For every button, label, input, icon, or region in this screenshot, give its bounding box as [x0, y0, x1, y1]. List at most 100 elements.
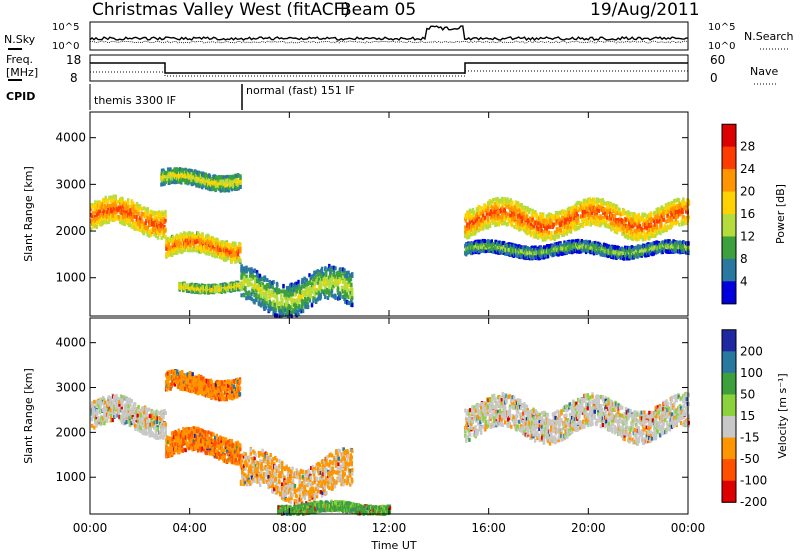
power-cell — [507, 199, 511, 204]
power-cell — [160, 171, 164, 176]
power-cell — [514, 211, 518, 216]
power-cell — [158, 231, 162, 236]
power-cell — [205, 289, 209, 294]
noise-tick-right-low: 10^0 — [708, 41, 735, 52]
freq-tick-low: 8 — [70, 71, 78, 85]
power-cell — [190, 180, 193, 184]
power-cell — [173, 242, 177, 247]
power-cell — [139, 216, 142, 221]
power-cell — [208, 187, 212, 192]
power-cell — [338, 279, 341, 284]
power-cell — [488, 201, 492, 205]
power-cell — [146, 226, 149, 231]
power-cell — [581, 218, 584, 223]
power-cell — [309, 281, 312, 286]
power-cell — [106, 200, 109, 205]
power-cell — [590, 207, 594, 212]
power-cell — [235, 246, 238, 251]
power-cell — [503, 220, 507, 225]
power-cell — [328, 285, 331, 290]
power-cell — [325, 285, 328, 290]
power-cell — [660, 221, 663, 226]
power-cell — [253, 284, 256, 288]
power-cell — [204, 244, 208, 249]
power-cell — [191, 231, 194, 236]
power-cell — [644, 222, 647, 227]
power-cell — [253, 281, 257, 286]
power-cell — [237, 178, 240, 183]
power-cell — [276, 304, 279, 309]
power-cell — [518, 227, 521, 232]
power-cell — [518, 219, 521, 224]
power-cell — [507, 204, 511, 209]
power-cell — [284, 308, 287, 313]
power-cell — [280, 311, 283, 316]
power-cell — [345, 276, 349, 281]
power-cell — [108, 195, 111, 200]
power-cell — [351, 287, 354, 292]
power-cell — [162, 176, 165, 181]
power-cell — [539, 231, 542, 236]
power-cell — [349, 302, 353, 307]
power-cell — [322, 272, 325, 277]
power-cell — [486, 221, 489, 226]
power-cell — [137, 203, 140, 208]
power-cell — [348, 301, 351, 305]
power-cell — [585, 202, 588, 207]
power-cell — [117, 208, 120, 213]
power-cell — [263, 294, 267, 299]
power-cell — [121, 215, 125, 220]
power-cell — [603, 201, 607, 206]
power-cell — [557, 234, 561, 239]
power-cell — [480, 218, 483, 223]
power-cell — [141, 226, 144, 231]
power-cell — [481, 220, 485, 224]
power-cell — [285, 293, 289, 298]
power-cell — [154, 230, 158, 235]
power-cell — [199, 248, 203, 253]
power-cell — [168, 171, 171, 176]
power-cell — [258, 280, 261, 285]
power-cell — [96, 216, 99, 221]
power-cell — [341, 279, 344, 284]
power-cell — [516, 201, 520, 206]
power-cell — [583, 208, 586, 213]
power-cell — [624, 211, 627, 215]
power-cell — [334, 274, 337, 279]
power-cell — [547, 235, 550, 240]
power-cell — [343, 277, 347, 282]
power-cell — [171, 176, 174, 181]
power-cell — [501, 202, 504, 207]
power-cell — [199, 241, 203, 246]
power-cell — [645, 226, 648, 231]
power-cell — [538, 216, 541, 221]
power-cell — [492, 214, 495, 219]
power-cell — [670, 223, 674, 228]
power-cell — [509, 207, 512, 212]
power-cell — [317, 277, 321, 282]
power-cell — [291, 291, 294, 296]
power-cell — [169, 176, 173, 181]
power-cell — [347, 270, 350, 275]
power-cell — [286, 299, 289, 303]
power-cell — [633, 236, 636, 241]
power-cell — [487, 215, 490, 220]
power-cell — [230, 247, 233, 252]
power-cell — [554, 233, 558, 238]
power-cell — [190, 282, 193, 287]
power-cell — [663, 224, 666, 229]
power-cell — [234, 241, 237, 246]
power-cell — [274, 294, 277, 299]
power-cell — [127, 198, 130, 203]
power-cell — [337, 274, 341, 279]
power-cell — [336, 270, 340, 275]
power-cell — [341, 275, 345, 280]
power-cell — [592, 197, 596, 202]
power-cell — [259, 282, 263, 287]
power-cell — [336, 290, 340, 295]
freq-line — [90, 62, 688, 74]
power-cell — [215, 241, 218, 246]
power-cell — [636, 233, 639, 238]
power-cell — [648, 230, 651, 235]
power-cell — [237, 287, 240, 292]
